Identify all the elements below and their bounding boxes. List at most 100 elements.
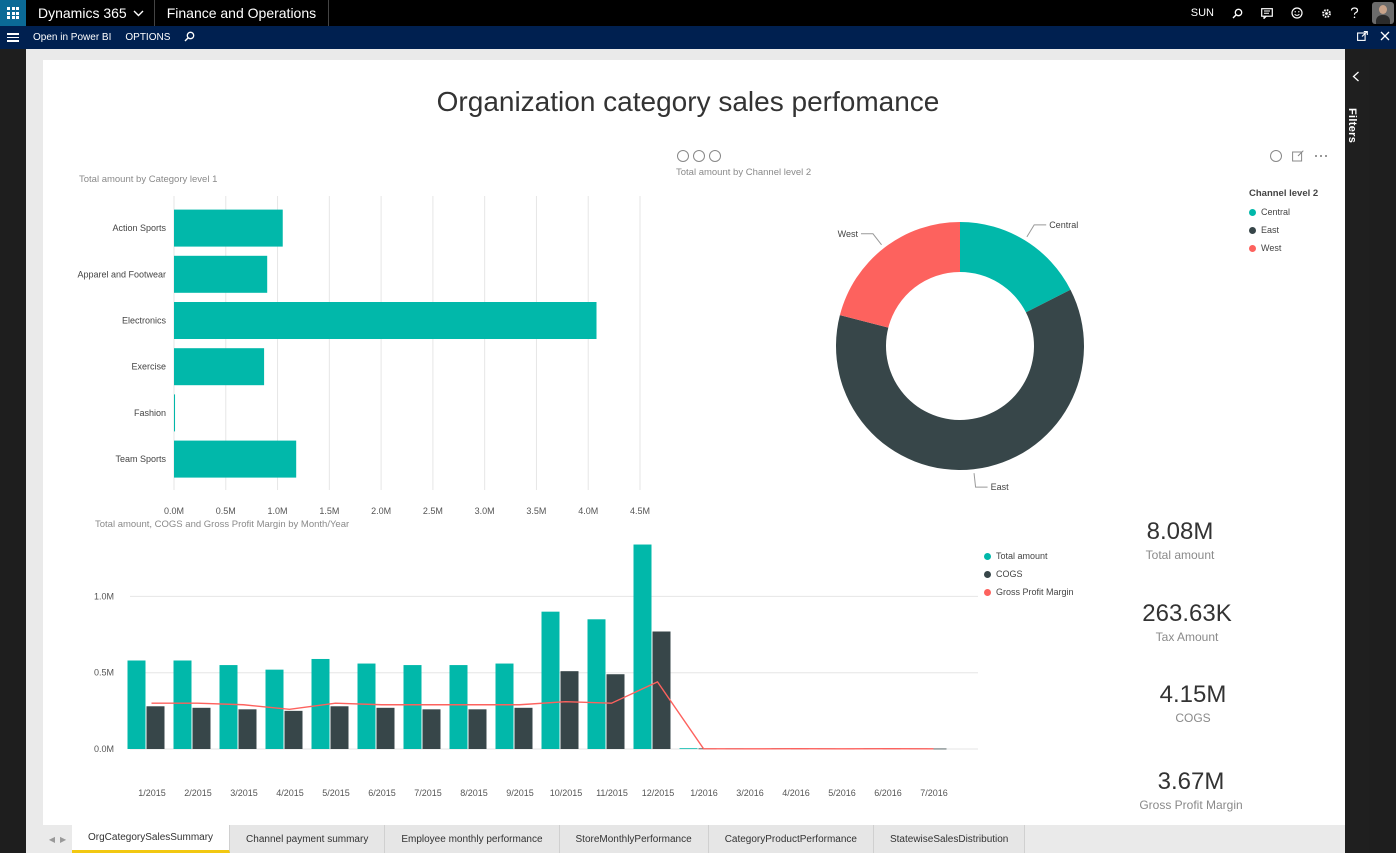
donut-chart-caption: Total amount by Channel level 2 [676,167,812,178]
module-name[interactable]: Finance and Operations [155,0,330,26]
app-launcher-button[interactable] [0,0,26,26]
x-tick-label: 6/2016 [874,788,902,798]
legend-label: COGS [996,569,1023,579]
donut-slice-label: East [991,482,1010,492]
tab-statewisesalesdistribution[interactable]: StatewiseSalesDistribution [873,825,1026,853]
drill-up-icon[interactable] [677,150,689,162]
legend-label: Total amount [996,551,1048,561]
tab-channel-payment-summary[interactable]: Channel payment summary [230,825,386,853]
left-gutter [0,49,26,853]
action-search-icon[interactable] [177,31,202,45]
category-bar [174,348,265,386]
x-tick-label: 3.0M [475,506,495,516]
tab-orgcategorysalessummary[interactable]: OrgCategorySalesSummary [72,825,231,853]
expand-level-icon[interactable] [709,150,721,162]
tab-scroll-arrows[interactable]: ◀ ▶ [43,825,72,853]
legend-dot [1249,244,1256,252]
hamburger-menu-icon[interactable] [0,33,26,42]
kpi-card-cogs: 4.15M COGS [1103,681,1283,725]
category-label: Team Sports [115,454,166,464]
brand-menu[interactable]: Dynamics 365 [26,0,155,26]
month-bar [606,674,625,749]
legend-item-east[interactable]: East [1249,221,1318,239]
legend-item-west[interactable]: West [1249,239,1318,257]
month-bar [376,707,395,749]
filters-label: Filters [1346,108,1358,144]
category-bar-chart: 0.0M 0.5M 1.0M 1.5M 2.0M 2.5M 3.0M 3.5M 4.0M 4.5M… [77,196,650,516]
x-tick-label: 3.5M [526,506,546,516]
combo-chart-caption: Total amount, COGS and Gross Profit Marg… [95,519,350,530]
month-bar [541,611,560,749]
options-button[interactable]: OPTIONS [125,32,171,43]
popout-icon[interactable] [1357,31,1368,44]
focus-mode-icon[interactable] [1292,150,1304,162]
legend-item-cogs[interactable]: COGS [984,565,1074,583]
legend-item-gross-profit-margin[interactable]: Gross Profit Margin [984,583,1074,601]
drill-controls [677,150,721,162]
x-tick-label: 4.0M [578,506,598,516]
legend-item-total-amount[interactable]: Total amount [984,547,1074,565]
tab-employee-monthly-performance[interactable]: Employee monthly performance [385,825,560,853]
month-bar [468,709,487,749]
close-icon[interactable] [1380,31,1390,44]
combo-legend: Total amount COGS Gross Profit Margin [984,547,1074,601]
legend-item-central[interactable]: Central [1249,203,1318,221]
tab-categoryproductperformance[interactable]: CategoryProductPerformance [708,825,874,853]
chevron-left-icon[interactable]: ◀ [48,834,55,844]
x-tick-label: 4/2015 [276,788,304,798]
gross-profit-margin-line [151,680,934,750]
x-tick-label: 1/2016 [690,788,718,798]
kpi-label: Tax Amount [1155,630,1219,644]
month-bar [192,707,211,749]
more-options-icon[interactable] [1314,150,1328,162]
open-in-power-bi-button[interactable]: Open in Power BI [33,32,112,43]
message-icon[interactable] [1252,0,1282,26]
kpi-card-total-amount: 8.08M Total amount [1090,518,1270,562]
x-tick-label: 7/2015 [414,788,442,798]
x-tick-label: 0.5M [216,506,236,516]
y-tick-label: 1.0M [94,591,114,601]
monthly-combo-chart: 0.0M 0.5M 1.0M 1/2015 2/2015 3/2015 4/2015 5/20… [94,544,978,798]
donut-leader-line [860,233,882,246]
company-picker[interactable]: SUN [1190,7,1214,19]
month-bar [633,544,652,749]
search-icon[interactable] [1223,0,1252,26]
month-bar [403,665,422,749]
legend-dot [984,588,991,596]
x-tick-label: 4.5M [630,506,650,516]
x-tick-label: 3/2016 [736,788,764,798]
chevron-right-icon[interactable]: ▶ [60,834,67,844]
tab-storemonthlyperformance[interactable]: StoreMonthlyPerformance [559,825,709,853]
donut-leader-line [1026,224,1047,238]
legend-label: East [1261,225,1280,235]
drill-down-icon[interactable] [693,150,705,162]
x-tick-label: 0.0M [164,506,184,516]
chevron-left-icon[interactable] [1352,70,1360,85]
kpi-value: 3.67M [1157,768,1225,795]
month-bar [679,748,698,750]
x-tick-label: 1/2015 [138,788,166,798]
legend-label: Central [1261,207,1291,217]
category-bar [174,394,176,432]
category-label: Apparel and Footwear [77,269,166,279]
month-bar [495,663,514,749]
help-icon[interactable] [1341,0,1368,26]
drill-mode-icon[interactable] [1270,150,1282,162]
category-bar [174,255,268,293]
legend-dot [984,570,991,578]
gear-icon[interactable] [1312,0,1341,26]
month-bar [173,660,192,749]
month-bar [560,671,579,749]
month-bar [357,663,376,749]
avatar[interactable] [1372,2,1394,24]
month-bar [265,669,284,749]
category-label: Action Sports [112,223,166,233]
month-bar [238,709,257,749]
legend-dot [984,552,991,560]
x-tick-label: 7/2016 [920,788,948,798]
kpi-label: Gross Profit Margin [1139,798,1243,812]
filters-pane[interactable]: Filters [1345,60,1369,853]
feedback-smiley-icon[interactable] [1282,0,1312,26]
month-bar [146,706,165,749]
category-label: Electronics [122,316,167,326]
